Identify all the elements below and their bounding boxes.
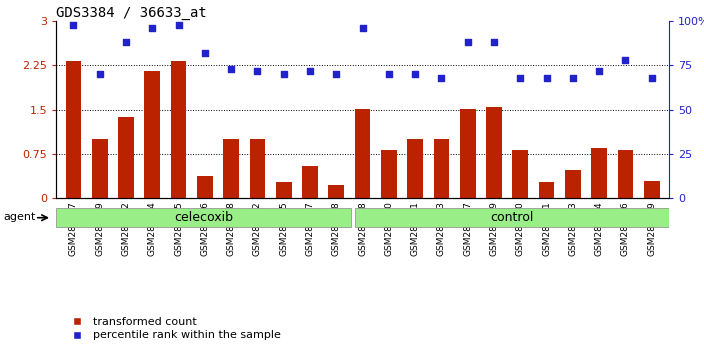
Legend: transformed count, percentile rank within the sample: transformed count, percentile rank withi…	[62, 313, 285, 345]
Bar	[617, 150, 634, 198]
Bar	[644, 181, 660, 198]
Bar	[513, 150, 528, 198]
Bar	[460, 109, 476, 198]
Bar	[249, 139, 265, 198]
Bar	[565, 170, 581, 198]
Bar	[539, 182, 555, 198]
Bar	[65, 61, 81, 198]
Bar	[56, 208, 351, 227]
Bar	[356, 208, 669, 227]
Point	[567, 75, 579, 81]
Point	[383, 72, 394, 77]
Text: GDS3384 / 36633_at: GDS3384 / 36633_at	[56, 6, 207, 20]
Point	[304, 68, 315, 74]
Bar	[591, 148, 607, 198]
Point	[252, 68, 263, 74]
Point	[278, 72, 289, 77]
Bar	[302, 166, 318, 198]
Bar	[276, 182, 291, 198]
Point	[489, 40, 500, 45]
Point	[146, 25, 158, 31]
Point	[541, 75, 552, 81]
Point	[620, 57, 631, 63]
Point	[331, 72, 342, 77]
Point	[94, 72, 106, 77]
Point	[436, 75, 447, 81]
Bar	[355, 109, 370, 198]
Bar	[434, 139, 449, 198]
Point	[410, 72, 421, 77]
Point	[120, 40, 132, 45]
Bar	[144, 72, 160, 198]
Point	[225, 66, 237, 72]
Text: agent: agent	[4, 212, 35, 222]
Point	[68, 22, 79, 28]
Point	[357, 25, 368, 31]
Bar	[170, 61, 187, 198]
Text: control: control	[491, 211, 534, 224]
Bar	[328, 185, 344, 198]
Bar	[407, 139, 423, 198]
Bar	[486, 107, 502, 198]
Point	[646, 75, 658, 81]
Point	[462, 40, 473, 45]
Bar	[197, 176, 213, 198]
Point	[515, 75, 526, 81]
Bar	[118, 117, 134, 198]
Bar	[381, 150, 397, 198]
Text: celecoxib: celecoxib	[175, 211, 233, 224]
Point	[199, 50, 210, 56]
Bar	[92, 139, 108, 198]
Point	[173, 22, 184, 28]
Point	[593, 68, 605, 74]
Bar	[223, 139, 239, 198]
